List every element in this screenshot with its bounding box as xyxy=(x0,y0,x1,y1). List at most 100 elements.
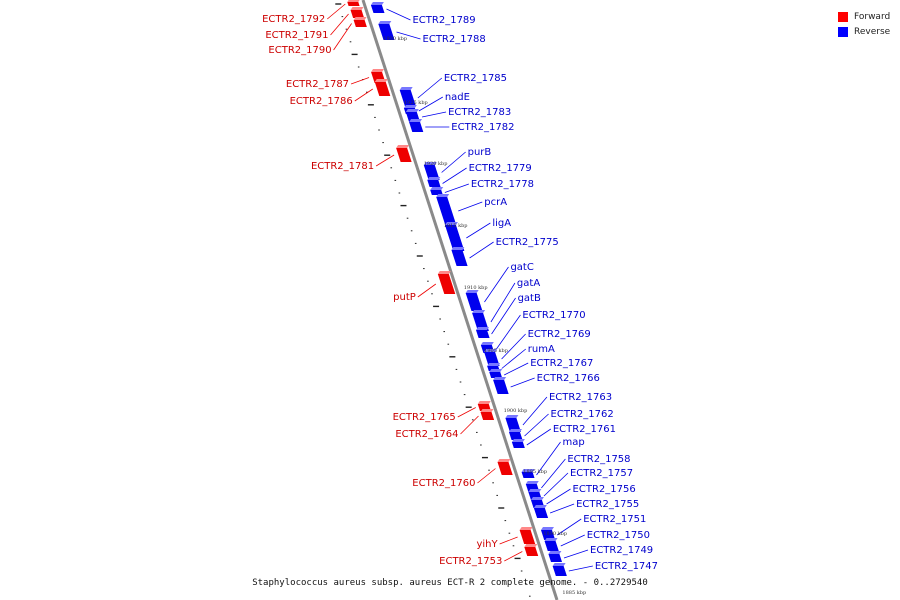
gene-gatb[interactable] xyxy=(475,327,490,338)
gene-label-gata[interactable]: gatA xyxy=(517,278,540,289)
gene-label-ectr2-1787[interactable]: ECTR2_1787 xyxy=(286,79,349,90)
gene-gata[interactable] xyxy=(472,310,489,331)
gene-liga[interactable] xyxy=(444,222,465,251)
gene-ectr2-1760[interactable] xyxy=(497,459,513,475)
gene-label-ectr2-1778[interactable]: ECTR2_1778 xyxy=(471,179,534,190)
gene-label-ectr2-1785[interactable]: ECTR2_1785 xyxy=(444,73,507,84)
gene-label-ectr2-1766[interactable]: ECTR2_1766 xyxy=(537,373,600,384)
leader-line xyxy=(458,201,483,212)
gene-label-ectr2-1789[interactable]: ECTR2_1789 xyxy=(412,15,475,26)
leader-line xyxy=(466,222,491,239)
gene-ectr2-1749[interactable] xyxy=(548,551,563,562)
gene-label-ectr2-1765[interactable]: ECTR2_1765 xyxy=(393,412,456,423)
gene-label-ectr2-1790[interactable]: ECTR2_1790 xyxy=(268,45,331,56)
gene-label-ectr2-1779[interactable]: ECTR2_1779 xyxy=(469,163,532,174)
gene-ectr2-1767[interactable] xyxy=(489,369,503,378)
gene-block-top xyxy=(533,505,547,508)
gene-ectr2-1762[interactable] xyxy=(508,429,523,440)
gene-ectr2-1790[interactable] xyxy=(353,17,367,27)
leader-line xyxy=(568,565,593,572)
leader-line xyxy=(442,167,467,184)
reverse-label: Reverse xyxy=(854,26,891,37)
gene-label-ectr2-1792[interactable]: ECTR2_1792 xyxy=(262,14,325,25)
gene-ectr2-1775[interactable] xyxy=(451,247,468,266)
gene-label-ectr2-1763[interactable]: ECTR2_1763 xyxy=(549,392,612,403)
gene-label-ectr2-1750[interactable]: ECTR2_1750 xyxy=(587,530,650,541)
gene-ectr2-1782[interactable] xyxy=(409,119,424,132)
gene-ectr2-1766[interactable] xyxy=(493,377,509,394)
gene-ectr2-1764[interactable] xyxy=(480,409,495,420)
gene-label-ectr2-1788[interactable]: ECTR2_1788 xyxy=(423,34,486,45)
gene-label-ectr2-1791[interactable]: ECTR2_1791 xyxy=(265,30,328,41)
gene-ectr2-1761[interactable] xyxy=(511,439,525,448)
gene-label-ectr2-1757[interactable]: ECTR2_1757 xyxy=(570,468,633,479)
leader-line xyxy=(330,13,349,36)
gene-label-yihy[interactable]: yihY xyxy=(476,539,498,550)
gene-label-ectr2-1782[interactable]: ECTR2_1782 xyxy=(451,122,514,133)
gene-block xyxy=(524,547,539,556)
gene-label-gatc[interactable]: gatC xyxy=(510,262,533,273)
gene-label-ectr2-1751[interactable]: ECTR2_1751 xyxy=(583,514,646,525)
gene-label-ectr2-1781[interactable]: ECTR2_1781 xyxy=(311,161,374,172)
gene-ectr2-1788[interactable] xyxy=(378,21,395,40)
gene-label-ectr2-1767[interactable]: ECTR2_1767 xyxy=(530,358,593,369)
gene-label-putp[interactable]: putP xyxy=(393,292,416,303)
gene-ectr2-1769[interactable] xyxy=(484,349,500,366)
gene-block xyxy=(472,313,489,331)
gene-ectr2-1778[interactable] xyxy=(430,187,444,195)
gene-label-ectr2-1769[interactable]: ECTR2_1769 xyxy=(528,329,591,340)
gene-label-map[interactable]: map xyxy=(563,437,585,448)
gene-ectr2-1755[interactable] xyxy=(533,505,549,518)
gene-map[interactable] xyxy=(521,469,535,478)
gene-pcra[interactable] xyxy=(436,194,457,225)
gene-ectr2-1753[interactable] xyxy=(524,544,539,556)
gene-block xyxy=(544,541,559,551)
gene-block-top xyxy=(399,87,413,90)
gene-label-ectr2-1764[interactable]: ECTR2_1764 xyxy=(395,429,458,440)
gene-label-ectr2-1761[interactable]: ECTR2_1761 xyxy=(553,424,616,435)
gene-ectr2-1781[interactable] xyxy=(396,145,412,162)
gene-label-pcra[interactable]: pcrA xyxy=(484,197,507,208)
gene-label-ectr2-1749[interactable]: ECTR2_1749 xyxy=(590,545,653,556)
gene-label-gatb[interactable]: gatB xyxy=(518,293,541,304)
gene-block xyxy=(444,225,465,251)
gene-block xyxy=(493,380,509,394)
gene-label-ectr2-1753[interactable]: ECTR2_1753 xyxy=(439,556,502,567)
kbp-label: 1925 kbp xyxy=(404,100,428,106)
gene-label-purb[interactable]: purB xyxy=(468,147,492,158)
gene-label-ectr2-1747[interactable]: ECTR2_1747 xyxy=(595,561,658,572)
leader-line xyxy=(560,534,585,547)
gene-ectr2-1791[interactable] xyxy=(350,7,365,18)
gene-block-top xyxy=(350,7,364,10)
gene-label-ectr2-1775[interactable]: ECTR2_1775 xyxy=(496,237,559,248)
gene-ectr2-1789[interactable] xyxy=(370,2,385,13)
gene-label-nade[interactable]: nadE xyxy=(445,92,470,103)
gene-label-ectr2-1760[interactable]: ECTR2_1760 xyxy=(412,478,475,489)
gene-purb[interactable] xyxy=(423,162,440,180)
gene-yihy[interactable] xyxy=(519,527,536,544)
gene-ectr2-1786[interactable] xyxy=(374,79,391,96)
gene-ectr2-1751[interactable] xyxy=(540,527,556,540)
gene-ectr2-1785[interactable] xyxy=(399,87,416,106)
scale-ticks xyxy=(335,3,531,597)
gene-ectr2-1763[interactable] xyxy=(505,415,521,432)
gene-label-ectr2-1783[interactable]: ECTR2_1783 xyxy=(448,107,511,118)
gene-label-ectr2-1756[interactable]: ECTR2_1756 xyxy=(573,484,636,495)
gene-label-ruma[interactable]: rumA xyxy=(528,344,555,355)
gene-putp[interactable] xyxy=(437,271,456,294)
gene-ectr2-1747[interactable] xyxy=(552,563,567,576)
gene-label-ectr2-1755[interactable]: ECTR2_1755 xyxy=(576,499,639,510)
gene-features xyxy=(347,0,567,576)
gene-label-ectr2-1762[interactable]: ECTR2_1762 xyxy=(551,409,614,420)
gene-ectr2-1779[interactable] xyxy=(427,177,441,187)
gene-ectr2-1750[interactable] xyxy=(544,538,559,551)
gene-ectr2-1792[interactable] xyxy=(347,0,360,6)
leader-line xyxy=(536,441,561,476)
gene-gatc[interactable] xyxy=(465,290,483,311)
gene-label-ectr2-1786[interactable]: ECTR2_1786 xyxy=(290,96,353,107)
gene-label-ectr2-1770[interactable]: ECTR2_1770 xyxy=(522,310,585,321)
leader-line xyxy=(556,518,582,536)
gene-label-liga[interactable]: ligA xyxy=(492,218,511,229)
gene-label-ectr2-1758[interactable]: ECTR2_1758 xyxy=(567,454,630,465)
gene-block xyxy=(552,566,567,576)
